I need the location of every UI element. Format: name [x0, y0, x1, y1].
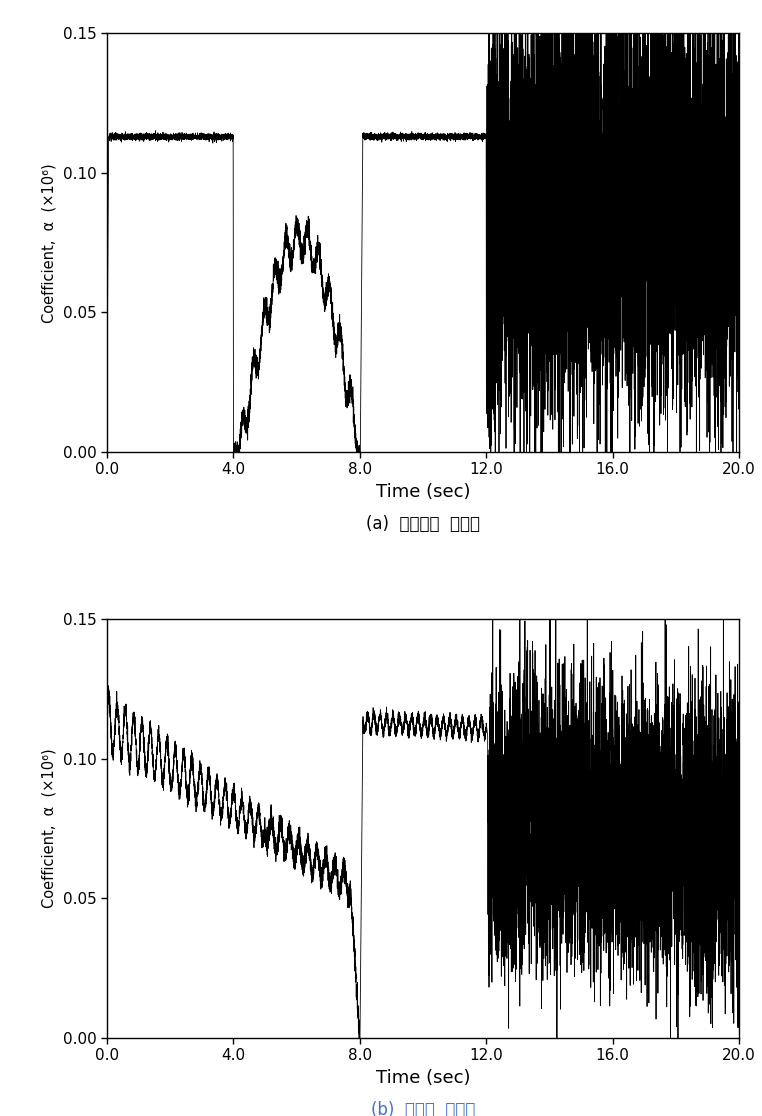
Y-axis label: Coefficient,  α  (×10⁶): Coefficient, α (×10⁶): [42, 749, 57, 908]
Text: (b)  측경간  중앙점: (b) 측경간 중앙점: [371, 1100, 475, 1116]
X-axis label: Time (sec): Time (sec): [376, 483, 470, 501]
Text: (a)  중앙경간  중앙점: (a) 중앙경간 중앙점: [366, 514, 480, 532]
X-axis label: Time (sec): Time (sec): [376, 1069, 470, 1087]
Y-axis label: Coefficient,  α  (×10⁶): Coefficient, α (×10⁶): [42, 163, 57, 323]
